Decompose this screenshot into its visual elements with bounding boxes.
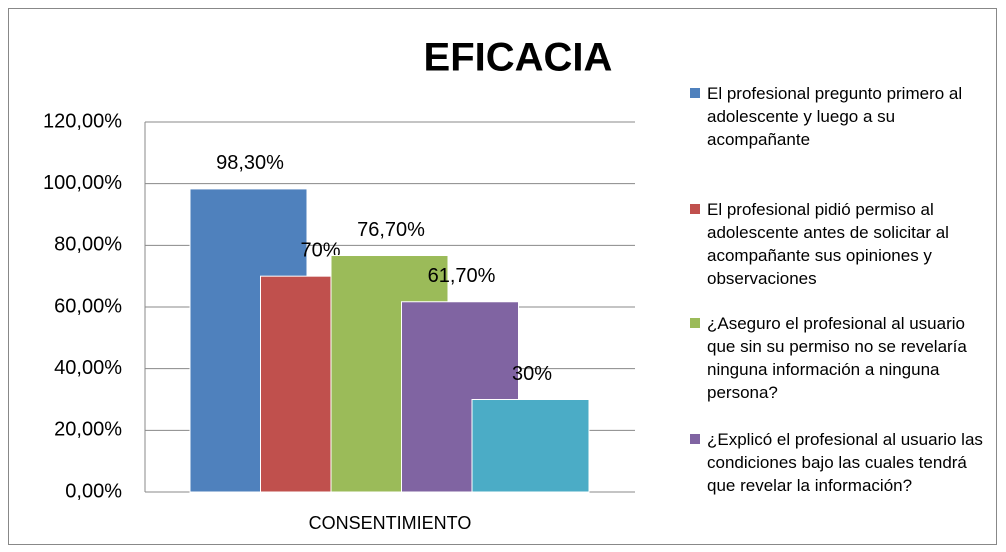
- data-label: 61,70%: [428, 265, 496, 287]
- legend-entry: El profesional pregunto primero al adole…: [690, 82, 997, 151]
- data-label: 98,30%: [216, 152, 284, 174]
- y-tick-label: 80,00%: [54, 234, 122, 256]
- legend-swatch: [690, 204, 700, 214]
- legend-label: ¿Aseguro el profesional al usuario que s…: [707, 314, 967, 402]
- legend-entry: El profesional pidió permiso al adolesce…: [690, 198, 997, 290]
- legend-swatch: [690, 434, 700, 444]
- legend-label: El profesional pidió permiso al adolesce…: [707, 200, 949, 288]
- bar: [471, 399, 590, 493]
- legend-label: ¿Explicó el profesional al usuario las c…: [707, 430, 983, 495]
- x-tick-label: CONSENTIMIENTO: [309, 513, 472, 533]
- y-tick-label: 60,00%: [54, 295, 122, 317]
- legend-entry: ¿Explicó el profesional al usuario las c…: [690, 428, 997, 497]
- y-tick-label: 120,00%: [43, 110, 122, 132]
- legend-entry: ¿Aseguro el profesional al usuario que s…: [690, 312, 997, 404]
- data-label: 30%: [512, 363, 552, 385]
- legend-swatch: [690, 88, 700, 98]
- chart-title: EFICACIA: [424, 36, 613, 80]
- data-label: 76,70%: [357, 219, 425, 241]
- legend-swatch: [690, 318, 700, 328]
- y-tick-label: 40,00%: [54, 357, 122, 379]
- y-tick-label: 20,00%: [54, 419, 122, 441]
- legend-label: El profesional pregunto primero al adole…: [707, 84, 963, 149]
- y-tick-label: 100,00%: [43, 172, 122, 194]
- y-tick-label: 0,00%: [65, 480, 122, 502]
